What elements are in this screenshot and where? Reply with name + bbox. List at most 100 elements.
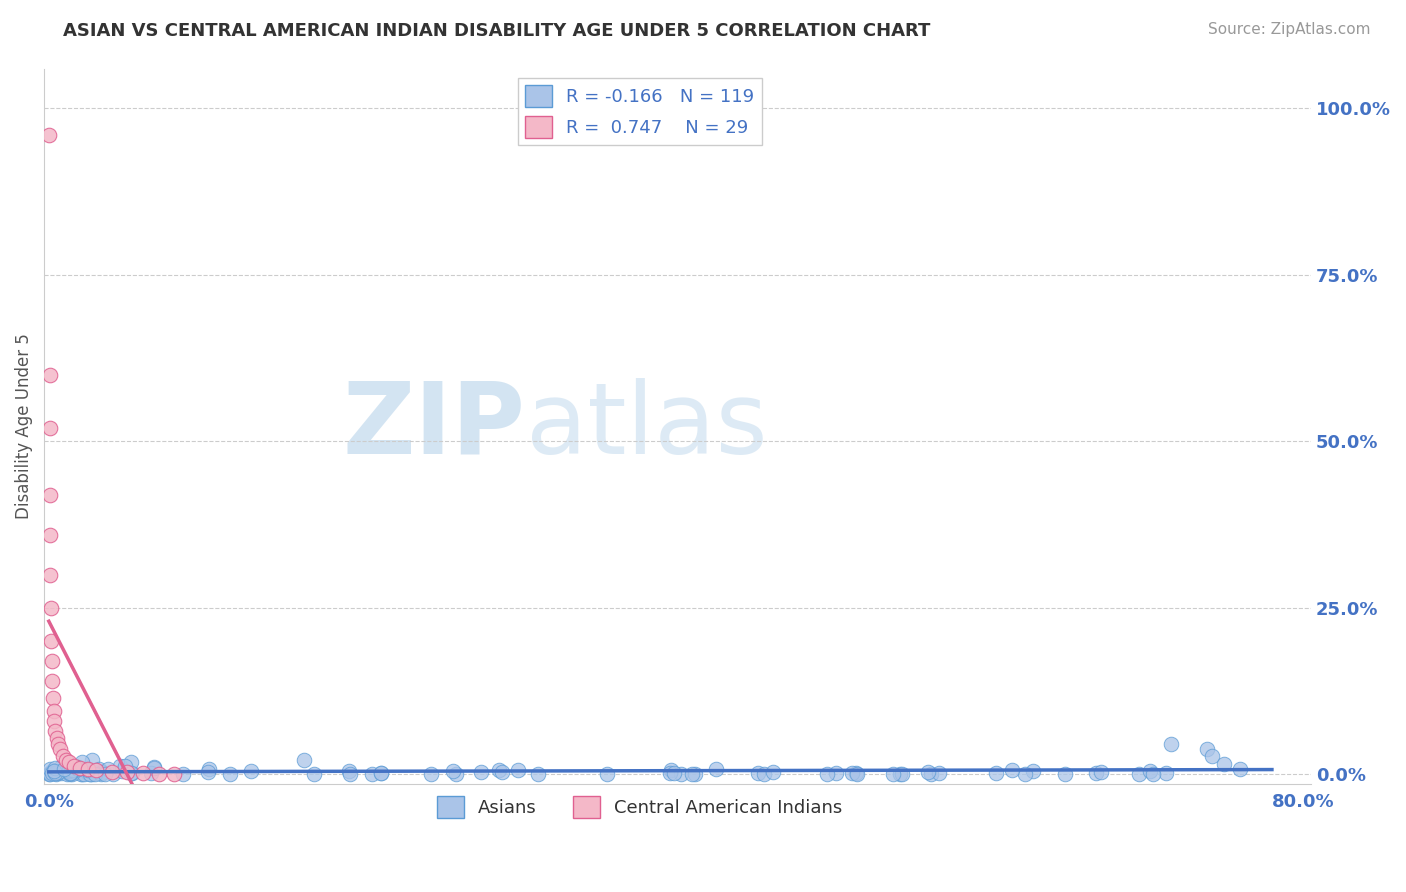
Point [420,766,443,780]
Point [120,756,142,770]
Point [44,762,66,776]
Point [82,766,104,780]
Point [49,742,72,756]
Point [41,764,63,779]
Point [66,760,89,774]
Point [100,764,122,779]
Point [339,767,361,781]
Point [60,767,83,781]
Y-axis label: Disability Age Under 5: Disability Age Under 5 [15,334,32,519]
Point [815,766,838,780]
Point [1154,765,1177,780]
Point [470,764,492,779]
Point [44,724,66,739]
Point [80,753,103,767]
Point [72,756,94,770]
Point [38,421,60,435]
Point [120,766,142,780]
Point [163,766,186,780]
Point [111,764,134,779]
Point [38,766,60,780]
Point [51,766,73,780]
Point [361,766,384,780]
Point [370,766,392,780]
Point [1195,742,1218,756]
Point [114,759,136,773]
Point [39,527,62,541]
Point [889,767,911,781]
Point [302,767,325,781]
Point [70,767,93,781]
Point [70,766,93,780]
Point [1142,767,1164,781]
Legend: Asians, Central American Indians: Asians, Central American Indians [429,789,849,825]
Point [841,766,863,780]
Point [920,767,942,781]
Point [506,763,529,777]
Point [132,766,155,780]
Point [1085,765,1108,780]
Point [441,764,464,778]
Point [1090,764,1112,779]
Point [142,761,165,775]
Point [824,765,846,780]
Point [62,763,84,777]
Point [39,488,62,502]
Point [39,634,62,648]
Point [90,767,112,781]
Point [1201,748,1223,763]
Point [39,567,62,582]
Point [46,738,69,752]
Point [337,764,360,778]
Point [84,764,107,778]
Point [44,766,66,780]
Point [39,762,62,776]
Point [42,714,65,728]
Point [39,601,62,615]
Point [108,759,131,773]
Point [917,764,939,779]
Text: ASIAN VS CENTRAL AMERICAN INDIAN DISABILITY AGE UNDER 5 CORRELATION CHART: ASIAN VS CENTRAL AMERICAN INDIAN DISABIL… [63,22,931,40]
Point [139,765,162,780]
Point [52,762,75,776]
Point [659,764,682,778]
Point [79,767,101,781]
Point [83,766,105,780]
Point [93,767,115,781]
Point [45,767,67,781]
Point [1053,766,1076,780]
Point [986,766,1008,780]
Point [683,766,706,780]
Point [1212,757,1234,772]
Point [49,764,72,778]
Point [103,767,125,781]
Point [747,766,769,780]
Point [1001,763,1024,777]
Point [239,764,262,778]
Point [38,767,60,781]
Point [49,760,72,774]
Point [38,368,60,382]
Point [172,767,194,781]
Point [77,762,100,776]
Point [58,764,80,779]
Point [89,762,111,776]
Point [659,765,682,780]
Point [219,767,242,781]
Point [1229,762,1251,776]
Point [66,764,89,779]
Point [292,753,315,767]
Point [97,762,120,776]
Point [444,767,467,781]
Point [121,765,143,780]
Point [59,766,82,780]
Point [46,764,69,779]
Point [491,765,513,780]
Point [70,767,93,781]
Point [890,767,912,781]
Point [664,766,686,780]
Point [56,767,79,781]
Point [38,128,60,142]
Point [1022,764,1045,778]
Point [69,761,91,775]
